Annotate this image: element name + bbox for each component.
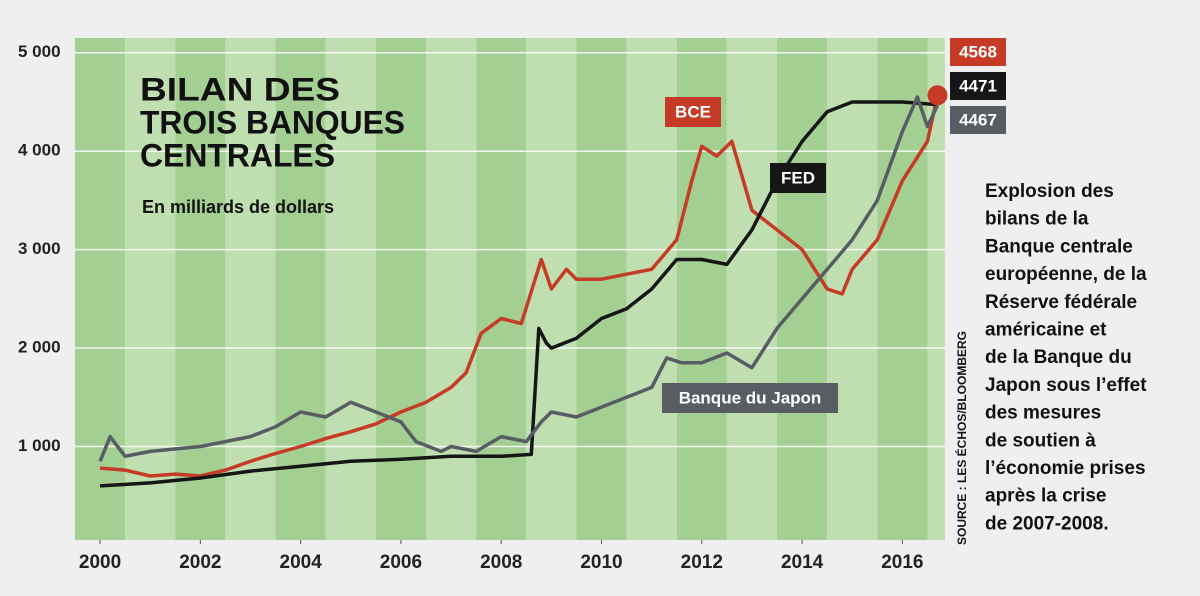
series-line	[98, 95, 940, 462]
caption-line: Japon sous l’effet	[985, 375, 1147, 396]
end-value-box	[950, 106, 1006, 134]
series-label-box	[662, 383, 838, 413]
stripe	[827, 38, 878, 540]
stripe	[175, 38, 226, 540]
caption-line: Banque centrale	[985, 236, 1133, 257]
stripe	[75, 38, 126, 540]
caption-line: des mesures	[985, 403, 1101, 424]
caption-line: Réserve fédérale	[985, 292, 1137, 313]
end-value-label: 4471	[959, 76, 997, 95]
series-label: FED	[781, 168, 815, 187]
chart-subtitle: En milliards de dollars	[142, 197, 334, 217]
series-label-box	[770, 163, 826, 193]
x-tick-label: 2010	[580, 552, 622, 573]
y-tick-label: 2 000	[18, 338, 61, 357]
x-tick-label: 2000	[79, 552, 121, 573]
stripe	[375, 38, 427, 540]
series-line	[99, 94, 940, 478]
chart-title: TROIS BANQUES	[140, 104, 405, 140]
series-line	[99, 100, 938, 488]
caption-line: bilans de la	[985, 209, 1089, 230]
end-dot	[927, 85, 948, 106]
y-tick-label: 1 000	[18, 436, 61, 455]
y-tick-label: 5 000	[18, 42, 61, 61]
stripe	[576, 38, 627, 540]
caption-line: après la crise	[985, 486, 1106, 507]
series-label: BCE	[675, 102, 711, 121]
x-tick-label: 2012	[681, 552, 723, 573]
caption-line: de la Banque du	[985, 347, 1132, 368]
end-value-label: 4568	[959, 42, 997, 61]
y-tick-label: 4 000	[18, 141, 61, 160]
end-value-box	[950, 38, 1006, 66]
end-value-label: 4467	[959, 110, 997, 129]
caption-line: Explosion des	[985, 181, 1114, 202]
caption-line: de soutien à	[985, 430, 1096, 451]
x-tick-label: 2006	[380, 552, 422, 573]
caption-line: américaine et	[985, 320, 1107, 341]
stripe	[877, 38, 928, 540]
x-tick-label: 2016	[881, 552, 923, 573]
stripe	[777, 38, 828, 540]
stripe	[476, 38, 527, 540]
caption-line: européenne, de la	[985, 264, 1147, 285]
y-tick-label: 3 000	[18, 239, 61, 258]
x-tick-label: 2004	[280, 552, 323, 573]
stripe	[275, 38, 326, 540]
stripe	[927, 38, 945, 540]
caption-line: de 2007-2008.	[985, 513, 1109, 534]
stripe	[426, 38, 477, 540]
stripe	[726, 38, 778, 540]
series-label-box	[665, 97, 721, 127]
x-tick-label: 2002	[179, 552, 221, 573]
end-value-box	[950, 72, 1006, 100]
caption-line: l’économie prises	[985, 458, 1146, 479]
chart-title: CENTRALES	[140, 137, 335, 173]
series-label: Banque du Japon	[679, 388, 822, 407]
x-tick-label: 2014	[781, 552, 824, 573]
x-tick-label: 2008	[480, 552, 522, 573]
stripe	[325, 38, 376, 540]
chart-title: BILAN DES	[140, 71, 340, 107]
source: SOURCE : LES ÉCHOS/BLOOMBERG	[954, 331, 969, 545]
